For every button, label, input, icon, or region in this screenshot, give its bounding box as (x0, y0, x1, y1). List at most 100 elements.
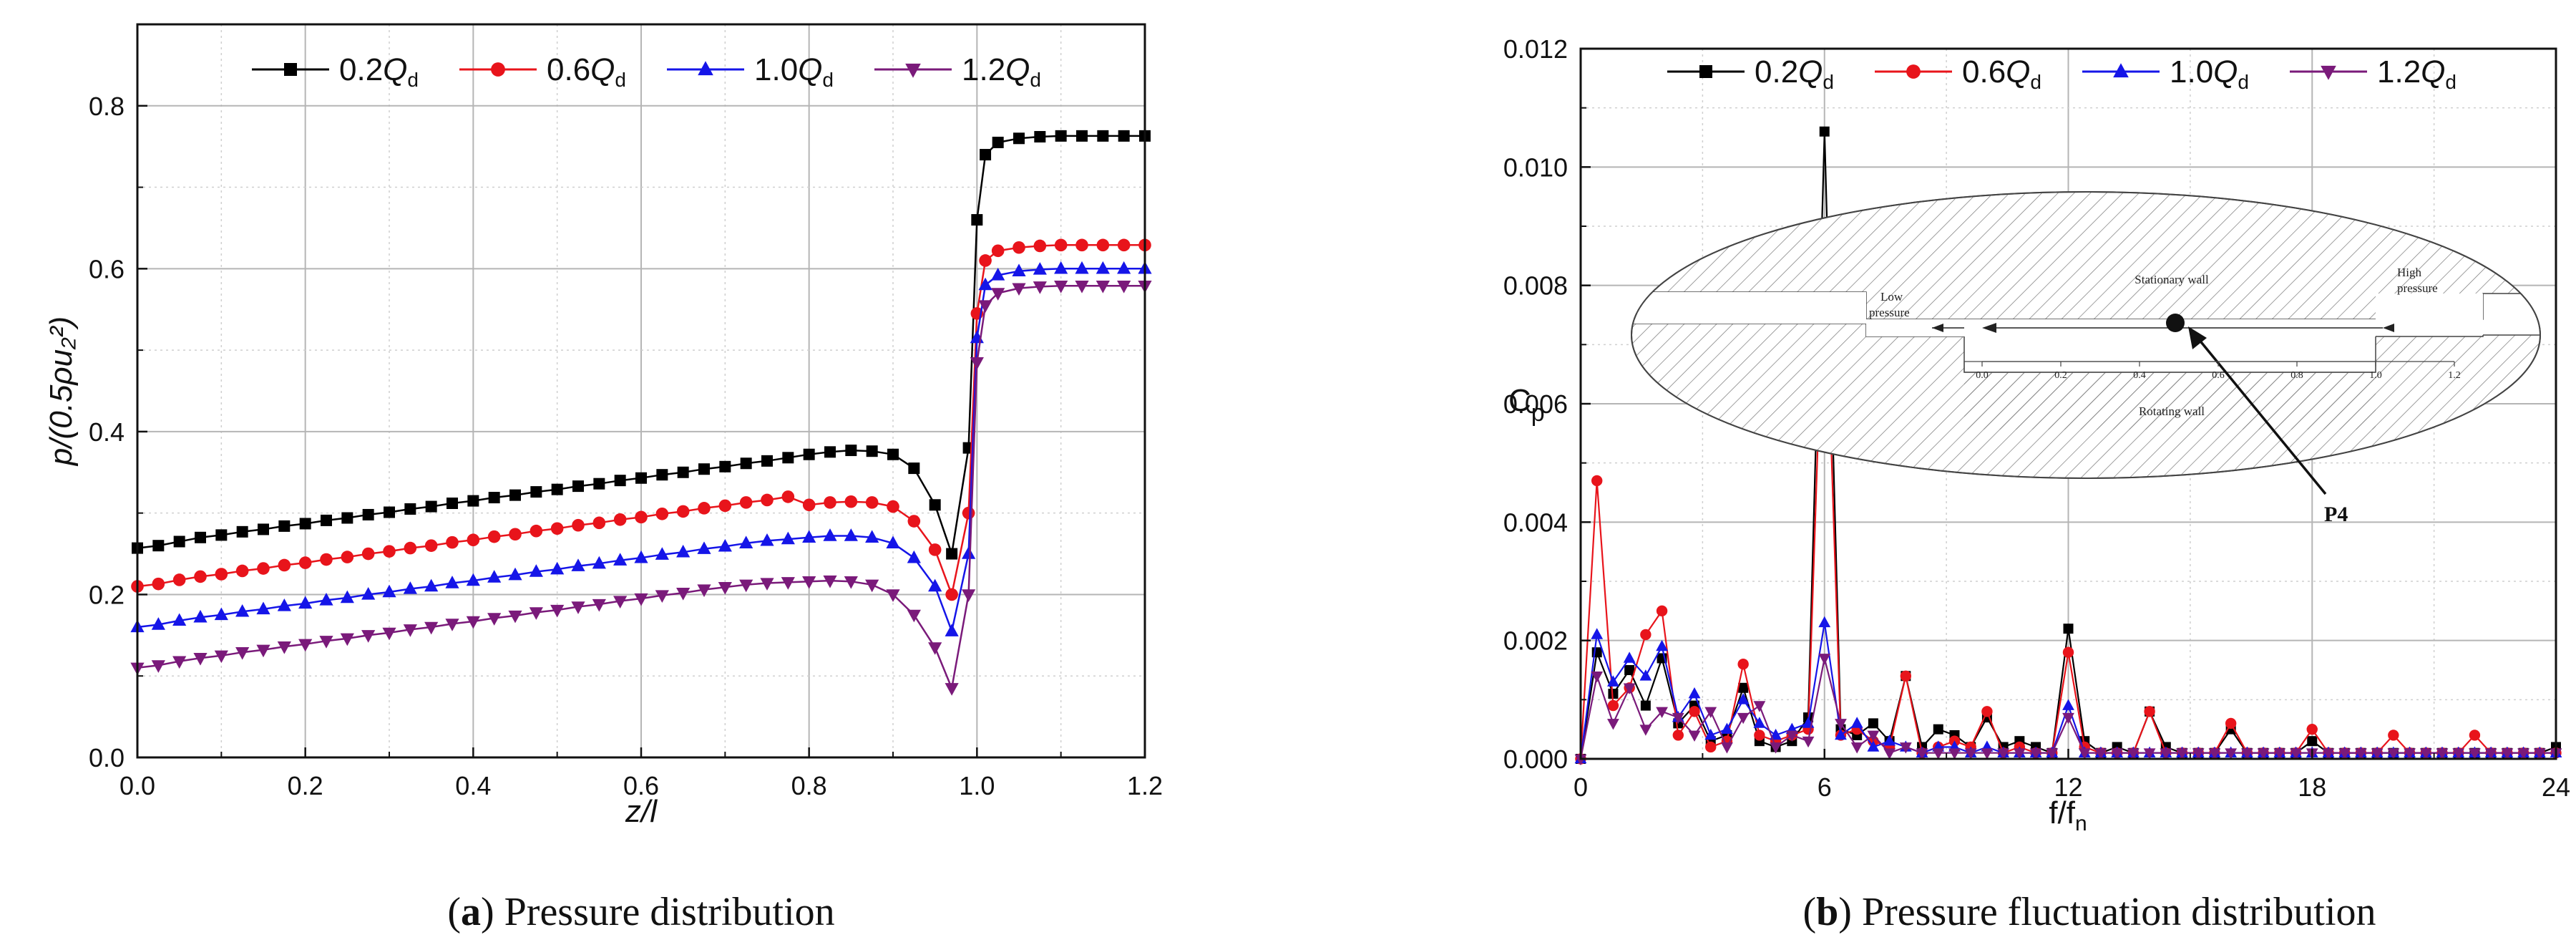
data-point (613, 553, 628, 566)
data-point (634, 550, 648, 563)
data-point (341, 551, 354, 563)
data-point (487, 570, 502, 583)
data-point (572, 480, 584, 493)
legend-label-number: 1.2 (962, 52, 1005, 87)
data-point (592, 598, 606, 612)
data-point (887, 500, 899, 513)
data-point (655, 590, 669, 603)
data-point (1012, 263, 1026, 276)
data-point (298, 639, 313, 652)
caption-b: (b) Pressure fluctuation distribution (1802, 890, 2376, 934)
data-point (992, 136, 1004, 148)
data-point (970, 357, 984, 370)
series-group-b (1574, 126, 2562, 766)
data-point (550, 604, 565, 618)
data-point (256, 644, 270, 658)
caption-a: (a) Pressure distribution (447, 890, 834, 934)
data-point (172, 573, 186, 586)
data-point (991, 244, 1005, 258)
data-point (424, 539, 438, 552)
data-point (236, 525, 248, 538)
legend-label-subscript: d (615, 69, 626, 91)
data-point (2419, 748, 2432, 760)
data-point (215, 529, 228, 541)
inset-tick-label: 0.2 (2054, 370, 2067, 381)
data-point (384, 506, 395, 518)
data-point (1055, 130, 1067, 142)
data-point (1964, 748, 1977, 760)
data-point (1623, 651, 1636, 663)
legend-marker (905, 63, 921, 78)
data-point (1688, 687, 1701, 699)
data-point (1754, 730, 1765, 741)
data-point (1721, 722, 1733, 734)
data-point (676, 587, 691, 601)
data-point (962, 546, 976, 559)
data-point (571, 558, 585, 571)
caption-a-text: Pressure distribution (494, 890, 835, 934)
series-group-a (130, 130, 1152, 696)
data-point (1656, 605, 1668, 617)
data-point (1785, 730, 1798, 742)
data-point (962, 589, 976, 602)
legend-label-variable: Q (2421, 54, 2445, 89)
data-point (340, 633, 354, 646)
data-point (978, 277, 992, 291)
data-point (613, 513, 627, 526)
data-point (761, 493, 774, 507)
data-point (173, 535, 185, 548)
data-point (1096, 238, 1110, 252)
data-point (2111, 748, 2124, 760)
data-point (656, 469, 668, 481)
data-point (635, 510, 648, 524)
data-point (655, 508, 669, 520)
data-point (929, 499, 941, 511)
data-point (1096, 281, 1110, 294)
data-point (361, 587, 376, 600)
y-tick-label: 0.4 (89, 417, 125, 447)
data-point (593, 478, 605, 490)
data-point (592, 516, 606, 530)
data-point (1737, 693, 1750, 704)
legend-label-variable: Q (1798, 54, 1823, 89)
data-point (844, 495, 858, 508)
legend-label-subscript: d (822, 69, 834, 91)
data-point (446, 535, 459, 549)
low-pressure-cavity (1631, 292, 1866, 324)
data-point (487, 613, 502, 626)
data-point (319, 593, 333, 606)
data-point (382, 627, 396, 641)
data-point (382, 584, 396, 598)
data-point (2225, 748, 2238, 760)
data-point (278, 520, 291, 532)
data-point (152, 540, 165, 552)
data-point (1012, 283, 1026, 296)
y-tick-label: 0.004 (1503, 508, 1568, 537)
series-0.6Qd (131, 238, 1151, 601)
y-tick-label: 0.8 (89, 92, 125, 121)
data-point (1721, 742, 1733, 754)
data-point (865, 530, 879, 543)
data-point (1737, 659, 1749, 670)
data-point (2355, 748, 2367, 760)
data-point (781, 577, 795, 590)
data-point (823, 528, 837, 541)
data-point (1117, 238, 1131, 252)
data-point (1075, 238, 1088, 252)
legend-marker (2113, 63, 2129, 78)
data-point (1672, 730, 1684, 741)
data-point (1054, 281, 1068, 294)
data-point (1738, 682, 1749, 693)
data-point (1054, 238, 1068, 252)
panel-a-pressure-distribution: 0.2Qd 0.6Qd 1.0Qd 1.2Qd 0.0 0.2 0.4 0.6 0.8 1.0 1… (44, 23, 1163, 934)
data-point (1818, 616, 1831, 628)
legend-marker (1699, 65, 1712, 78)
data-point (257, 562, 270, 575)
data-point (2436, 748, 2449, 760)
data-point (824, 446, 836, 458)
data-point (866, 445, 878, 457)
data-point (740, 457, 752, 470)
legend-label-variable: Q (590, 52, 615, 87)
data-point (1900, 670, 1912, 682)
